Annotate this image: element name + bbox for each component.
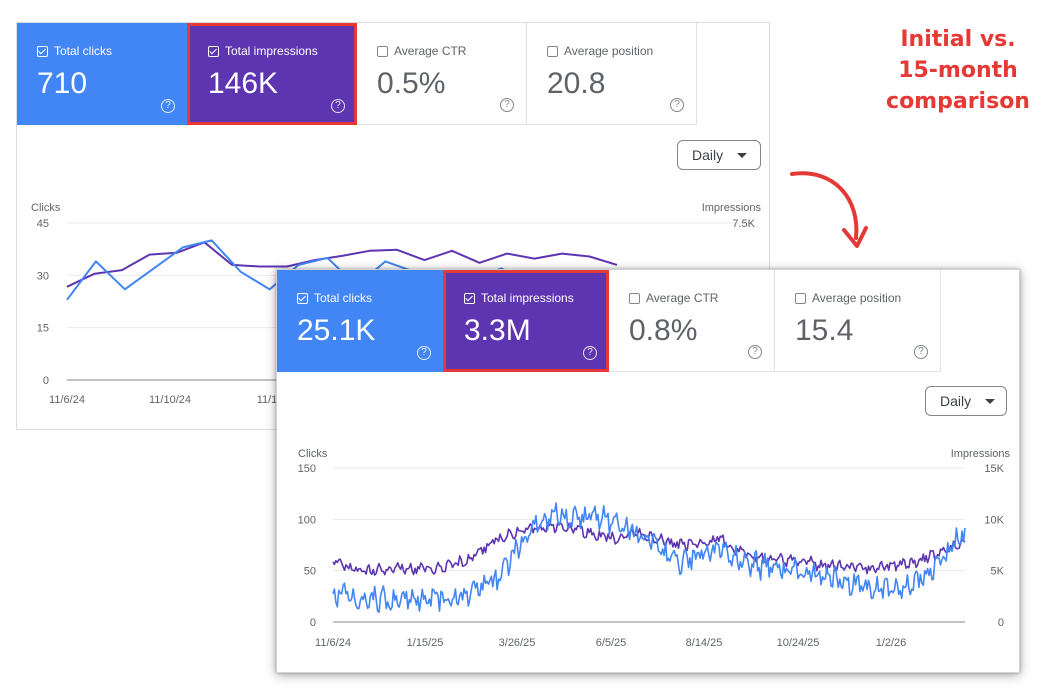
card-label: Average position [812,291,902,305]
average-ctr-card[interactable]: Average CTR 0.8% ? [609,270,775,372]
card-label: Total clicks [54,44,113,58]
card-value: 710 [37,67,88,100]
y2-tick-label: 5K [991,566,1005,578]
help-icon[interactable]: ? [914,345,928,359]
y-tick-label: 0 [43,375,49,387]
y-axis-title: Clicks [298,448,328,460]
y2-tick-label: 10K [984,514,1004,526]
x-tick-label: 1/15/25 [407,637,444,649]
card-value: 0.8% [629,314,698,347]
fifteen-month-performance-panel: Total clicks 25.1K ? Total impressions 3… [276,269,1020,673]
total-clicks-card[interactable]: Total clicks 25.1K ? [277,270,443,372]
checkbox-icon[interactable] [547,45,558,57]
card-value: 20.8 [547,67,606,100]
help-icon[interactable]: ? [417,346,431,360]
x-tick-label: 6/5/25 [596,637,627,649]
help-icon[interactable]: ? [331,99,345,113]
x-tick-label: 1/2/26 [876,637,907,649]
help-icon[interactable]: ? [670,98,684,112]
granularity-dropdown[interactable]: Daily [677,140,761,170]
card-label: Average CTR [394,44,467,58]
checkbox-icon[interactable] [629,292,640,304]
y-tick-label: 0 [310,617,316,629]
impressions-series-line [332,522,966,576]
metric-cards: Total clicks 25.1K ? Total impressions 3… [277,270,941,372]
help-icon[interactable]: ? [161,99,175,113]
y2-axis-title: Impressions [951,448,1011,460]
card-label: Average CTR [646,291,719,305]
y-axis-title: Clicks [31,202,61,214]
x-tick-label: 3/26/25 [499,637,536,649]
card-value: 25.1K [297,314,376,347]
y2-axis-title: Impressions [702,202,762,214]
y-tick-label: 45 [37,218,49,230]
x-tick-label: 11/10/24 [149,394,191,406]
y-tick-label: 50 [304,566,316,578]
granularity-dropdown[interactable]: Daily [925,386,1007,416]
granularity-label: Daily [692,147,724,163]
y-tick-label: 15 [37,323,49,335]
help-icon[interactable]: ? [583,346,597,360]
average-position-card[interactable]: Average position 20.8 ? [527,23,697,125]
y-tick-label: 30 [37,270,49,282]
card-value: 146K [208,67,279,100]
average-position-card[interactable]: Average position 15.4 ? [775,270,941,372]
total-impressions-card[interactable]: Total impressions 146K ? [187,23,357,125]
checkbox-icon[interactable] [297,292,308,304]
fifteen-month-clicks-impressions-chart: 0 50 100 150 0 5K 10K 15K Clicks Impressions 11/6/… [298,448,1011,649]
card-label: Total impressions [225,44,318,58]
card-label: Total clicks [314,291,373,305]
y-tick-label: 150 [298,463,316,475]
x-tick-label: 11/1 [257,394,278,406]
checkbox-icon[interactable] [377,45,388,57]
total-clicks-card[interactable]: Total clicks 710 ? [17,23,187,125]
card-label: Total impressions [481,291,574,305]
y2-tick-label: 7.5K [732,218,755,230]
average-ctr-card[interactable]: Average CTR 0.5% ? [357,23,527,125]
x-tick-label: 10/24/25 [777,637,820,649]
clicks-series-line [332,502,966,613]
checkbox-icon[interactable] [37,45,48,57]
caret-down-icon [985,398,996,404]
caret-down-icon [737,152,748,158]
checkbox-icon[interactable] [464,292,475,304]
card-value: 0.5% [377,67,446,100]
card-value: 3.3M [464,314,531,347]
help-icon[interactable]: ? [500,98,514,112]
curved-arrow-icon [790,171,868,248]
total-impressions-card[interactable]: Total impressions 3.3M ? [443,270,609,372]
checkbox-icon[interactable] [208,45,219,57]
x-tick-label: 8/14/25 [686,637,723,649]
card-label: Average position [564,44,654,58]
y2-tick-label: 0 [998,617,1004,629]
checkbox-icon[interactable] [795,292,806,304]
x-tick-label: 11/6/24 [315,637,351,649]
help-icon[interactable]: ? [748,345,762,359]
granularity-label: Daily [940,393,972,409]
comparison-annotation: Initial vs. 15-month comparison [886,27,1030,114]
y-tick-label: 100 [298,514,316,526]
x-tick-label: 11/6/24 [49,394,85,406]
card-value: 15.4 [795,314,854,347]
impressions-series-line [66,241,618,288]
metric-cards: Total clicks 710 ? Total impressions 146… [17,23,697,125]
y2-tick-label: 15K [984,463,1004,475]
